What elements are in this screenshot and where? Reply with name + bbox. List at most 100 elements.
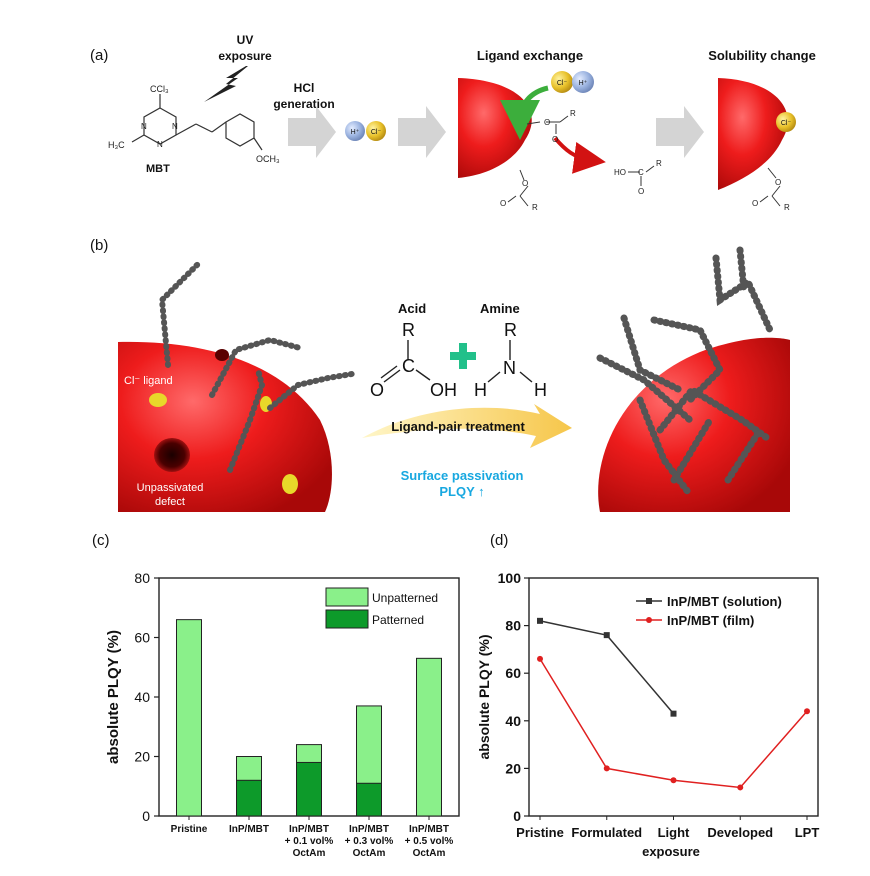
point-film <box>537 655 543 662</box>
solubility-title: Solubility change <box>708 48 816 63</box>
chart-d-lines <box>537 617 810 791</box>
chart-d-xlabel: Formulated <box>571 825 642 840</box>
chart-c-xlabel: Pristine <box>171 824 208 835</box>
triazine-ring <box>143 107 177 145</box>
chart-d-ytick-label: 40 <box>505 713 521 729</box>
panel-c-label: (c) <box>92 532 110 549</box>
h-ion-text-2: H⁺ <box>579 80 588 87</box>
amine-h1: H <box>474 380 487 400</box>
acid-r: R <box>402 320 415 340</box>
chart-c-xlabel: + 0.3 vol% <box>345 836 394 847</box>
mbt-label: MBT <box>146 163 170 175</box>
chart-c-ytick-label: 60 <box>134 630 150 646</box>
cl-ion-icon-3 <box>776 112 796 132</box>
hcl-label: HCl <box>294 81 315 95</box>
chem-o-2: O <box>552 135 558 144</box>
point-film <box>603 765 610 772</box>
chart-c-xlabel: InP/MBT <box>289 824 329 835</box>
uv-label: UV <box>237 33 254 47</box>
chem-r-3: R <box>656 159 662 168</box>
chart-c-xlabel: InP/MBT <box>409 824 449 835</box>
chem-o-5: O <box>638 187 644 196</box>
solubility-chem <box>759 167 781 207</box>
small-hole <box>215 349 229 361</box>
chem-r-2: R <box>532 203 538 212</box>
chart-c: (c) absolute PLQY (%) 0 20 40 60 80 Pristine… <box>92 532 460 859</box>
line-series-1 <box>539 658 808 789</box>
chart-c-xlabel: InP/MBT <box>349 824 389 835</box>
cl-ion-text: Cl⁻ <box>371 129 382 136</box>
benzene-ring <box>225 113 255 147</box>
arrow-3-icon <box>656 106 704 158</box>
chart-d-ytick-label: 0 <box>513 808 521 824</box>
acid-label: Acid <box>398 301 426 316</box>
chart-c-bars <box>176 619 442 817</box>
legend-film-marker <box>646 617 652 623</box>
nanocrystal-2 <box>718 78 788 190</box>
chart-d-ytick-label: 20 <box>505 760 521 776</box>
nanocrystal-right <box>598 337 790 512</box>
chart-d-ytick-label: 100 <box>498 570 522 586</box>
cl-ion-text-2: Cl⁻ <box>557 80 568 87</box>
point-solution <box>670 710 677 717</box>
red-arrow-icon <box>553 136 606 174</box>
ccl3-label: CCl₃ <box>150 84 169 94</box>
chart-d-legend: InP/MBT (solution) InP/MBT (film) <box>636 594 782 628</box>
nanocrystal-body-1 <box>458 78 532 178</box>
bar-patterned <box>236 779 262 817</box>
chart-c-xlabel: + 0.1 vol% <box>285 836 334 847</box>
chart-c-xlabel: + 0.5 vol% <box>405 836 454 847</box>
chart-c-ytick-label: 0 <box>142 808 150 824</box>
n-label-3: N <box>157 140 163 149</box>
panel-a-label: (a) <box>90 47 108 64</box>
mbt-molecule <box>131 94 263 151</box>
chem-o-7: O <box>752 199 758 208</box>
panel-a: (a) CCl₃ H₃C OCH₃ N N N MBT UV exposure … <box>90 33 816 212</box>
och3-label: OCH₃ <box>256 154 280 164</box>
point-solution <box>603 632 610 639</box>
chem-o-3: O <box>522 179 528 188</box>
amine-h2: H <box>534 380 547 400</box>
acid-c: C <box>402 356 415 376</box>
chem-o-1: O <box>544 118 550 127</box>
chem-r-1: R <box>570 109 576 118</box>
ligand-exchange-chem <box>507 115 655 207</box>
acid-o: O <box>370 380 384 400</box>
chart-c-ylabel: absolute PLQY (%) <box>105 630 122 764</box>
acid-oh: OH <box>430 380 457 400</box>
bar-patterned <box>356 782 382 817</box>
chart-d-xlabel: LPT <box>795 825 820 840</box>
ligand-exchange-title: Ligand exchange <box>477 48 583 63</box>
panel-b: (b) Cl⁻ ligand Unpassivated defect Acid … <box>90 237 790 512</box>
cl-ligand-spot-2 <box>282 474 298 494</box>
surface-passivation-label: Surface passivation <box>401 468 524 483</box>
chart-d-yticks: 0 20 40 60 80 100 <box>498 570 529 824</box>
n-label-1: N <box>141 122 147 131</box>
amine-label: Amine <box>480 301 520 316</box>
panel-b-label: (b) <box>90 237 108 254</box>
chem-o-6: O <box>775 178 781 187</box>
chem-o-4: O <box>500 199 506 208</box>
plus-icon <box>450 343 476 369</box>
legend-unpatterned-label: Unpatterned <box>372 591 438 605</box>
ligand-chains-left <box>158 259 355 473</box>
chart-d-xlabel: Pristine <box>516 825 564 840</box>
cl-ligand-spot-1 <box>149 393 167 407</box>
exposure-label: exposure <box>218 49 272 63</box>
chart-c-xlabels: Pristine InP/MBT InP/MBT+ 0.1 vol%OctAmInP… <box>171 816 454 859</box>
chart-c-xlabel: OctAm <box>293 848 326 859</box>
chart-d-xlabel: Light <box>658 825 690 840</box>
chart-d-ytick-label: 80 <box>505 618 521 634</box>
point-film <box>737 784 744 791</box>
defect-hole <box>154 438 190 472</box>
h-ion-icon <box>345 121 365 141</box>
plqy-up-label: PLQY ↑ <box>439 484 484 499</box>
chart-d-xlabels: Pristine Formulated Light Developed LPT <box>516 816 819 840</box>
legend-solution-marker <box>646 598 652 604</box>
cl-ion-icon <box>366 121 386 141</box>
legend-patterned-swatch <box>325 609 369 629</box>
chart-d-ytick-label: 60 <box>505 665 521 681</box>
chem-c: C <box>638 168 644 177</box>
chart-c-legend: Unpatterned Patterned <box>325 587 438 629</box>
